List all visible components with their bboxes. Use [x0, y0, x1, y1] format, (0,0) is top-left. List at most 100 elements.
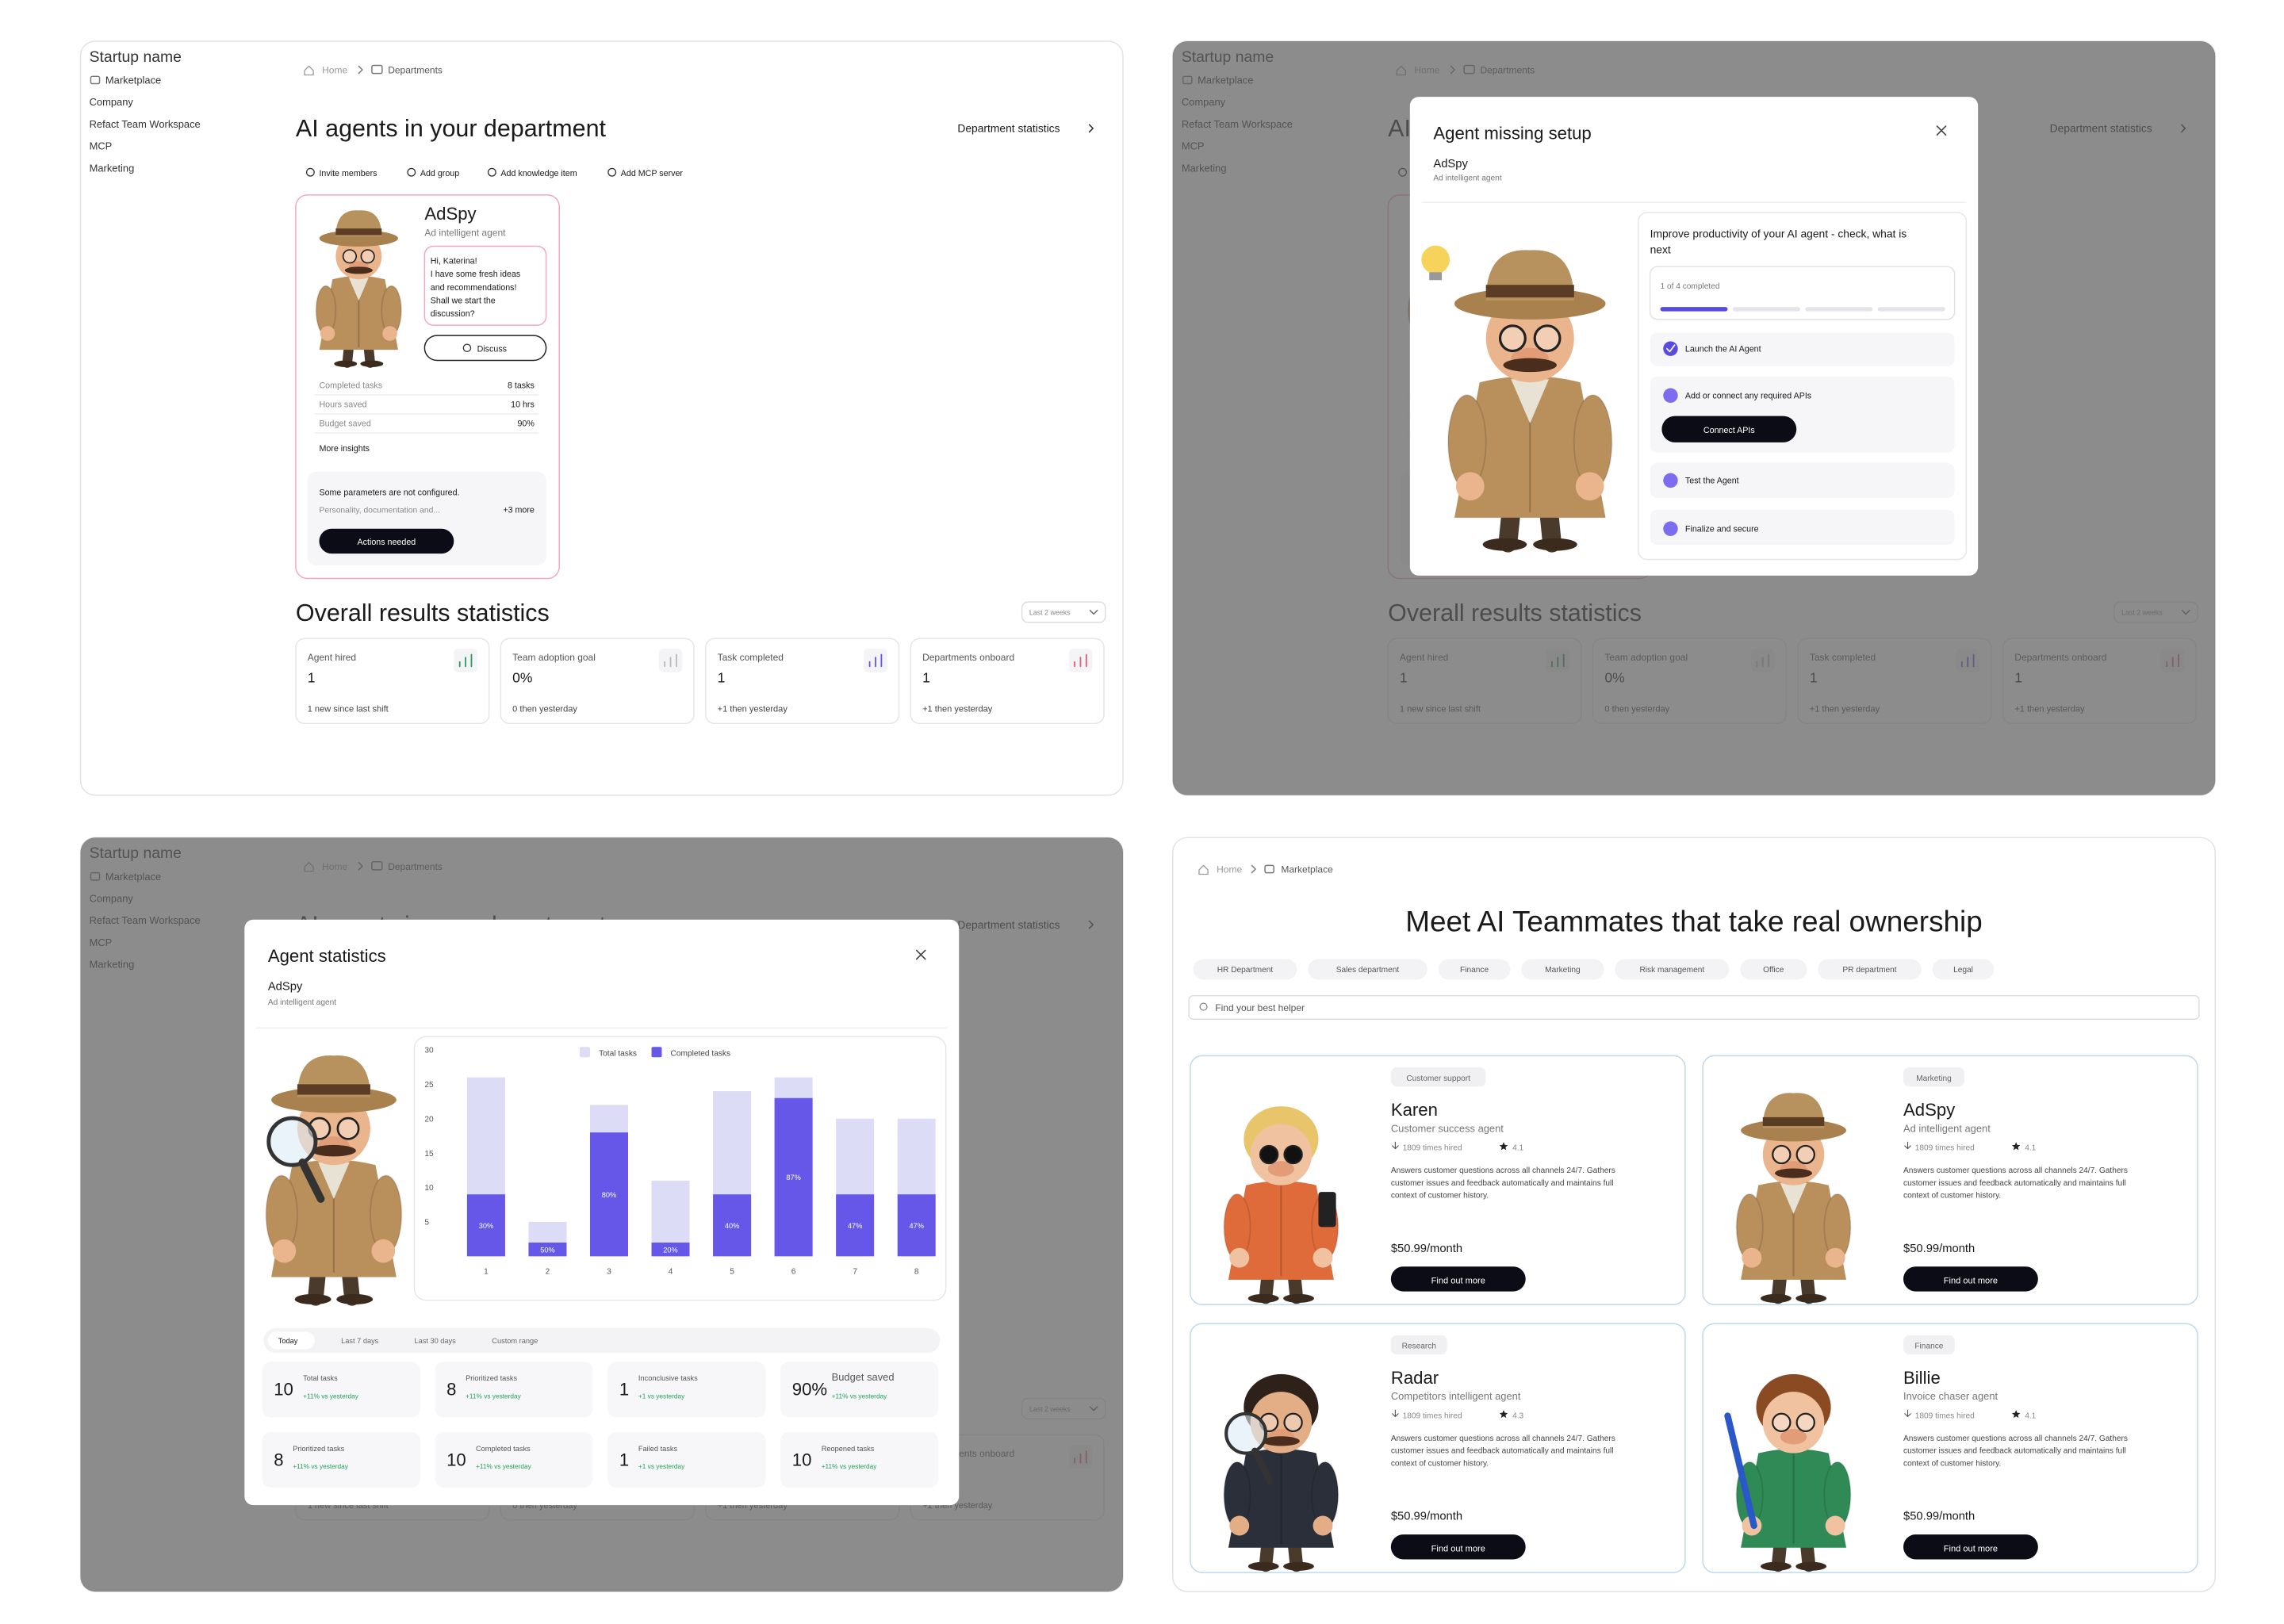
step[interactable]	[1650, 509, 1955, 546]
search-box[interactable]	[1188, 994, 2200, 1020]
tab[interactable]: Today	[278, 1337, 298, 1345]
tab[interactable]: Custom range	[492, 1337, 538, 1345]
agent-name: AdSpy	[1433, 158, 1468, 170]
illustration	[1454, 376, 1606, 518]
illustration	[1742, 1247, 1762, 1268]
filter-chip[interactable]	[1932, 959, 1995, 980]
filter-chip[interactable]	[1521, 959, 1604, 980]
stat-label: Team adoption goal	[512, 652, 596, 663]
action-button[interactable]: Add group	[420, 169, 459, 178]
agent-role: Invoice chaser agent	[1903, 1390, 1998, 1402]
star-icon	[2011, 1410, 2021, 1419]
agent-name: AdSpy	[424, 204, 477, 224]
action-icon	[487, 167, 496, 177]
action-icon	[407, 167, 416, 177]
more-insights-link[interactable]: More insights	[319, 444, 370, 454]
find-out-more-button[interactable]	[1903, 1266, 2038, 1292]
tile-label: Budget saved	[832, 1371, 895, 1383]
tab[interactable]: Last 7 days	[341, 1337, 379, 1345]
illustration	[335, 228, 382, 236]
find-out-more-button[interactable]	[1903, 1534, 2038, 1560]
description-line: customer issues and feedback automatical…	[1903, 1179, 2126, 1188]
tile-delta: +1 vs yesterday	[638, 1392, 685, 1400]
stat-note: 0 then yesterday	[512, 705, 577, 714]
sidebar-item[interactable]: MCP	[90, 140, 113, 152]
x-tick-label: 1	[484, 1267, 489, 1276]
illustration	[1795, 1412, 1815, 1433]
button-label: Find out more	[1944, 1276, 1998, 1285]
agent-role: Ad intelligent agent	[1903, 1122, 1991, 1134]
bar-share-label: 20%	[663, 1246, 677, 1254]
breadcrumb[interactable]: Home	[1217, 864, 1242, 875]
bar-share-label: 40%	[725, 1222, 739, 1230]
illustration	[1228, 1449, 1334, 1548]
find-out-more-button[interactable]	[1390, 1266, 1526, 1292]
metric-value: 10 hrs	[511, 400, 535, 410]
actions-button[interactable]	[319, 528, 454, 554]
find-out-more-button[interactable]	[1390, 1534, 1526, 1560]
tile-delta: +11% vs yesterday	[293, 1462, 349, 1470]
button-label: Find out more	[1944, 1544, 1998, 1553]
close-button	[1936, 125, 1947, 136]
store-icon	[90, 75, 101, 85]
progress-segment	[1660, 307, 1728, 312]
hired-count: 1809 times hired	[1403, 1411, 1462, 1420]
tile-label: Prioritized tasks	[293, 1445, 344, 1453]
statistics-link[interactable]: Department statistics	[957, 121, 1060, 134]
illustration	[311, 1144, 356, 1157]
illustration	[1533, 538, 1577, 551]
tab-active	[267, 1331, 315, 1350]
agent-role: Ad intelligent agent	[1433, 174, 1501, 182]
illustration	[1455, 472, 1485, 501]
sidebar-item[interactable]: Marketplace	[105, 75, 161, 86]
tab[interactable]: Last 30 days	[414, 1337, 456, 1345]
filter-chip[interactable]	[1615, 959, 1730, 980]
tile-label: Inconclusive tasks	[638, 1374, 698, 1382]
step-label: Finalize and secure	[1685, 524, 1759, 534]
action-button[interactable]: Add MCP server	[621, 169, 684, 178]
illustration	[1224, 1411, 1268, 1455]
stat-label: Agent hired	[308, 652, 356, 663]
tile-value: 10	[792, 1450, 812, 1469]
filter-chip[interactable]	[1740, 959, 1807, 980]
sidebar-title: Startup name	[90, 48, 182, 66]
search-placeholder: Find your best helper	[1215, 1002, 1305, 1013]
button-label: Discuss	[477, 344, 507, 354]
stat-card	[295, 638, 490, 725]
period-select[interactable]	[1021, 601, 1106, 623]
button-label: Find out more	[1431, 1544, 1485, 1553]
action-button[interactable]: Add knowledge item	[500, 169, 577, 178]
filter-chip[interactable]	[1438, 959, 1511, 980]
illustration	[1283, 1293, 1314, 1303]
action-button[interactable]: Invite members	[319, 169, 377, 178]
filter-chip[interactable]	[1193, 959, 1297, 980]
sidebar-item[interactable]: Marketing	[90, 162, 135, 174]
step-icon	[1663, 521, 1678, 536]
bar	[528, 1242, 567, 1257]
x-tick-label: 2	[546, 1267, 550, 1276]
stat-tile	[435, 1431, 593, 1488]
step[interactable]	[1650, 332, 1955, 366]
filter-chip[interactable]	[1308, 959, 1428, 980]
download-icon	[1904, 1141, 1911, 1150]
sidebar-item[interactable]: Refact Team Workspace	[90, 118, 201, 130]
illustration	[1741, 1181, 1846, 1280]
agent-name: Radar	[1391, 1368, 1439, 1388]
stat-note: 1 new since last shift	[308, 705, 389, 714]
breadcrumb[interactable]: Home	[322, 65, 347, 76]
metric-value: 8 tasks	[508, 381, 535, 391]
section-title: Overall results statistics	[296, 599, 550, 626]
tile-value: 8	[274, 1450, 283, 1469]
step[interactable]	[1650, 462, 1955, 498]
home-icon	[304, 65, 314, 76]
tag-label: Marketing	[1916, 1074, 1952, 1083]
illustration	[1762, 1392, 1825, 1454]
filter-chip[interactable]	[1818, 959, 1922, 980]
discuss-button[interactable]	[423, 335, 547, 362]
description-line: Answers customer questions across all ch…	[1903, 1166, 2128, 1175]
illustration	[271, 1159, 397, 1277]
tile-label: Prioritized tasks	[466, 1374, 517, 1382]
illustration	[1772, 1144, 1792, 1165]
sidebar-item[interactable]: Company	[90, 96, 134, 108]
connect-button[interactable]	[1661, 416, 1797, 442]
